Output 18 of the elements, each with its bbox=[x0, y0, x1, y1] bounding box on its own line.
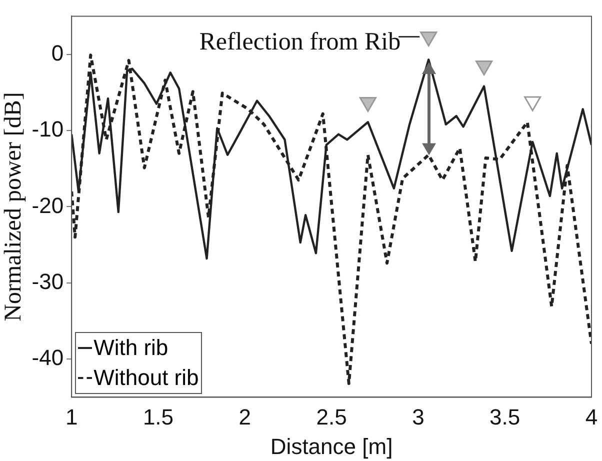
y-axis-title: Normalized power [dB] bbox=[0, 92, 27, 322]
x-tick-label: 3 bbox=[412, 404, 424, 430]
x-tick-label: 2.5 bbox=[316, 404, 347, 430]
x-tick-label: 1.5 bbox=[142, 404, 174, 430]
x-axis-title: Distance [m] bbox=[270, 434, 393, 459]
y-tick-label: -10 bbox=[32, 116, 64, 142]
y-tick-label: -30 bbox=[32, 268, 64, 294]
x-tick-label: 1 bbox=[65, 404, 78, 430]
y-tick-label: -20 bbox=[32, 192, 64, 218]
legend-label: With rib bbox=[94, 334, 168, 362]
legend-label: Without rib bbox=[94, 364, 199, 392]
x-tick-label: 2 bbox=[238, 404, 252, 430]
line-series bbox=[72, 54, 592, 385]
x-tick-label: 3.5 bbox=[490, 404, 520, 430]
annotation: Reflection from Rib bbox=[199, 28, 401, 56]
y-tick-label: -40 bbox=[32, 345, 64, 370]
x-tick-label: 4 bbox=[585, 404, 598, 430]
y-tick-label: 0 bbox=[51, 40, 64, 66]
